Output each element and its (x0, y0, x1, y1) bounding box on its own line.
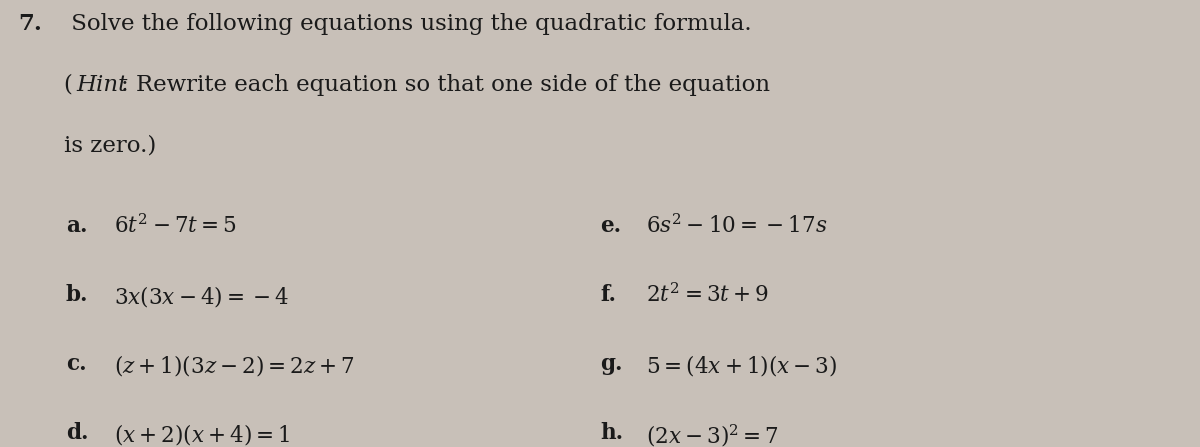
Text: (: ( (64, 74, 72, 96)
Text: $5 = (4x + 1)(x - 3)$: $5 = (4x + 1)(x - 3)$ (646, 353, 836, 378)
Text: 7.: 7. (18, 13, 42, 35)
Text: h.: h. (600, 422, 623, 444)
Text: f.: f. (600, 284, 616, 306)
Text: $2t^2 = 3t + 9$: $2t^2 = 3t + 9$ (646, 284, 768, 308)
Text: is zero.): is zero.) (64, 134, 156, 156)
Text: Solve the following equations using the quadratic formula.: Solve the following equations using the … (64, 13, 751, 35)
Text: c.: c. (66, 353, 86, 375)
Text: $(2x - 3)^2 = 7$: $(2x - 3)^2 = 7$ (646, 422, 779, 447)
Text: d.: d. (66, 422, 89, 444)
Text: $(z + 1)(3z - 2) = 2z + 7$: $(z + 1)(3z - 2) = 2z + 7$ (114, 353, 355, 378)
Text: $3x(3x - 4) = -4$: $3x(3x - 4) = -4$ (114, 284, 289, 309)
Text: a.: a. (66, 215, 88, 236)
Text: : Rewrite each equation so that one side of the equation: : Rewrite each equation so that one side… (121, 74, 770, 96)
Text: $6s^2 - 10 = -17s$: $6s^2 - 10 = -17s$ (646, 215, 827, 238)
Text: g.: g. (600, 353, 623, 375)
Text: $6t^2 - 7t = 5$: $6t^2 - 7t = 5$ (114, 215, 236, 238)
Text: Hint: Hint (77, 74, 128, 96)
Text: b.: b. (66, 284, 89, 306)
Text: $(x + 2)(x + 4) = 1$: $(x + 2)(x + 4) = 1$ (114, 422, 290, 447)
Text: e.: e. (600, 215, 622, 236)
